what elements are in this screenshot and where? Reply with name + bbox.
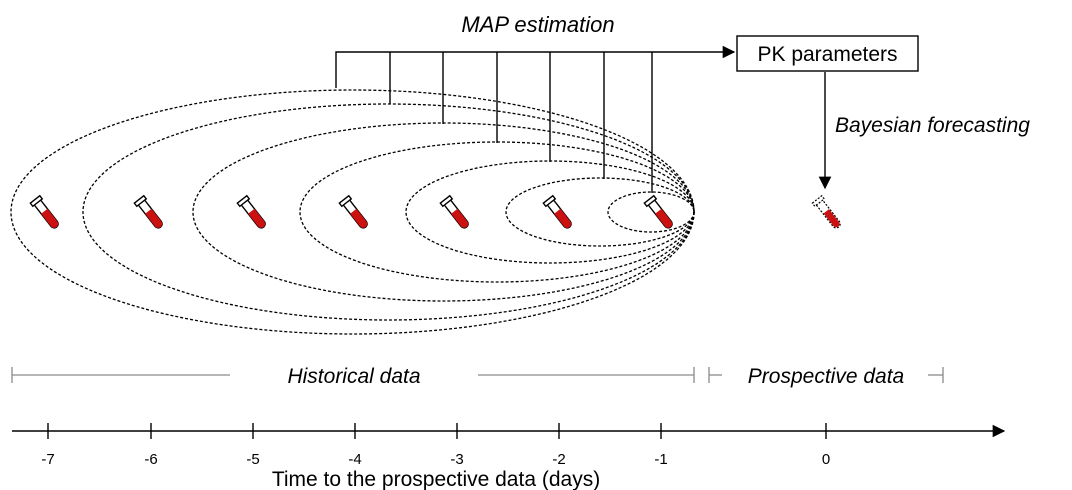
- tick-label: -3: [450, 451, 463, 468]
- axis-title: Time to the prospective data (days): [272, 468, 600, 490]
- map-connectors: [335, 45, 736, 193]
- pk-parameters-box: [736, 35, 919, 72]
- ellipse-day-1: [607, 191, 695, 233]
- tick-label: -2: [552, 451, 565, 468]
- pk-parameters-label: PK parameters: [757, 43, 897, 66]
- axis-ticks: [47, 423, 827, 439]
- blood-tube-icon: [338, 195, 372, 232]
- historical-data-bracket: [11, 367, 695, 383]
- tick-label: -6: [144, 451, 157, 468]
- ellipse-day-2: [505, 177, 695, 247]
- ellipse-day-5: [192, 122, 695, 302]
- ellipse-day-6: [82, 103, 695, 321]
- forecast-tube-icon: [811, 195, 844, 232]
- axis-tick-labels: -7 -6 -5 -4 -3 -2 -1 0: [41, 451, 830, 468]
- tick-label: -4: [348, 451, 361, 468]
- blood-tube-icon: [542, 195, 576, 232]
- prospective-data-label: Prospective data: [748, 365, 904, 388]
- map-estimation-label: MAP estimation: [461, 12, 614, 37]
- tick-label: -7: [41, 451, 54, 468]
- historical-data-label: Historical data: [287, 365, 420, 388]
- blood-tube-icon: [133, 195, 167, 232]
- prospective-data-bracket: [708, 367, 944, 383]
- blood-tube-icon: [439, 195, 473, 232]
- bayesian-forecasting-label: Bayesian forecasting: [835, 114, 1030, 137]
- tick-label: 0: [822, 451, 830, 468]
- blood-tube-icon: [29, 195, 63, 232]
- blood-tube-icon: [643, 195, 677, 232]
- ellipse-group: [10, 89, 695, 335]
- sample-tubes: [29, 195, 844, 232]
- tick-label: -5: [246, 451, 259, 468]
- tick-label: -1: [654, 451, 667, 468]
- blood-tube-icon: [236, 195, 270, 232]
